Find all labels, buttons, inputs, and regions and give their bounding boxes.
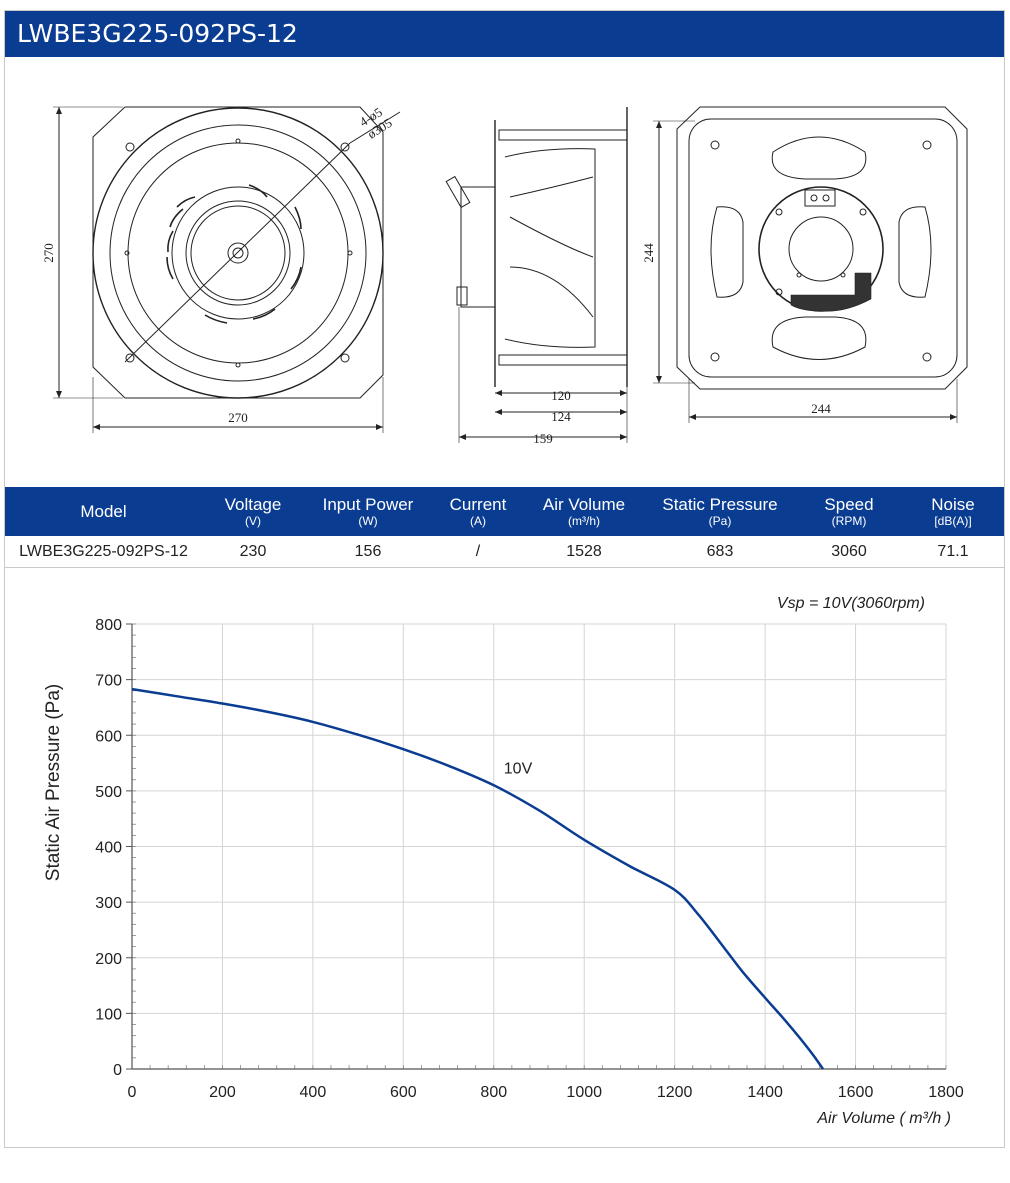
- x-tick-label: 600: [390, 1084, 417, 1101]
- y-tick-label: 300: [95, 895, 122, 912]
- header-current: Current (A): [449, 494, 507, 528]
- y-tick-label: 800: [95, 617, 122, 634]
- spec-table-header: Model Voltage (V) Input Power (W) Curren…: [5, 487, 1004, 536]
- series-label-10v: 10V: [504, 760, 533, 777]
- cell-input-power: 156: [354, 542, 382, 560]
- y-tick-label: 400: [95, 840, 122, 857]
- spec-table-row: LWBE3G225-092PS-12 230 156 / 1528 683 30…: [5, 536, 1004, 568]
- side-depth-124: 124: [551, 409, 571, 424]
- header-air-volume: Air Volume (m³/h): [542, 494, 626, 528]
- side-view: [445, 107, 628, 443]
- x-tick-label: 1200: [657, 1084, 693, 1101]
- product-title: LWBE3G225-092PS-12: [5, 11, 1004, 57]
- x-tick-label: 1600: [838, 1084, 874, 1101]
- cell-voltage: 230: [239, 542, 267, 560]
- front-width-label: 270: [228, 410, 248, 425]
- drawings-svg: 270 270 4-ø5 ø305 120 124 159: [41, 104, 968, 446]
- y-tick-label: 0: [113, 1062, 122, 1079]
- chart-svg: 0 200 400 600 800 1000 1200 1400 1600 1800 0 100 200…: [43, 595, 964, 1127]
- x-tick-label: 1000: [566, 1084, 602, 1101]
- header-speed: Speed (RPM): [824, 494, 874, 528]
- y-tick-label: 200: [95, 951, 122, 968]
- front-view: [53, 106, 401, 433]
- x-axis-label: Air Volume ( m³/h ): [816, 1110, 951, 1127]
- chart-annotation: Vsp = 10V(3060rpm): [777, 595, 925, 612]
- header-input-power: Input Power (W): [322, 494, 414, 528]
- front-height-label: 270: [41, 243, 56, 263]
- cell-model: LWBE3G225-092PS-12: [19, 542, 188, 560]
- side-depth-159: 159: [533, 431, 553, 446]
- cell-current: /: [475, 542, 481, 560]
- x-tick-label: 800: [480, 1084, 507, 1101]
- chart-ticks: 0 200 400 600 800 1000 1200 1400 1600 1800 0 100 200…: [95, 617, 964, 1101]
- header-voltage: Voltage (V): [224, 494, 282, 528]
- dimension-drawings: 270 270 4-ø5 ø305 120 124 159: [5, 57, 1004, 487]
- side-depth-120: 120: [551, 388, 571, 403]
- cell-speed: 3060: [831, 542, 867, 560]
- cell-noise: 71.1: [937, 542, 969, 560]
- back-height-label: 244: [641, 243, 656, 263]
- y-tick-label: 600: [95, 728, 122, 745]
- back-view: [653, 106, 968, 423]
- cell-air-volume: 1528: [566, 542, 602, 560]
- performance-chart: 0 200 400 600 800 1000 1200 1400 1600 1800 0 100 200…: [5, 568, 1004, 1148]
- cell-static-pressure: 683: [706, 542, 734, 560]
- page-frame: [4, 10, 1005, 1148]
- y-tick-label: 100: [95, 1006, 122, 1023]
- y-tick-label: 700: [95, 673, 122, 690]
- back-width-label: 244: [811, 401, 831, 416]
- terminal-block: [790, 272, 872, 312]
- y-tick-label: 500: [95, 784, 122, 801]
- header-noise: Noise [dB(A)]: [931, 494, 975, 528]
- header-static-pressure: Static Pressure (Pa): [662, 494, 778, 528]
- x-tick-label: 200: [209, 1084, 236, 1101]
- y-axis-label: Static Air Pressure (Pa): [43, 684, 64, 881]
- x-tick-label: 0: [128, 1084, 137, 1101]
- x-tick-label: 400: [300, 1084, 327, 1101]
- chart-grid: [131, 623, 947, 1070]
- header-model: Model: [80, 502, 127, 521]
- x-tick-label: 1800: [928, 1084, 964, 1101]
- x-tick-label: 1400: [747, 1084, 783, 1101]
- series-line-10v: [131, 687, 825, 1070]
